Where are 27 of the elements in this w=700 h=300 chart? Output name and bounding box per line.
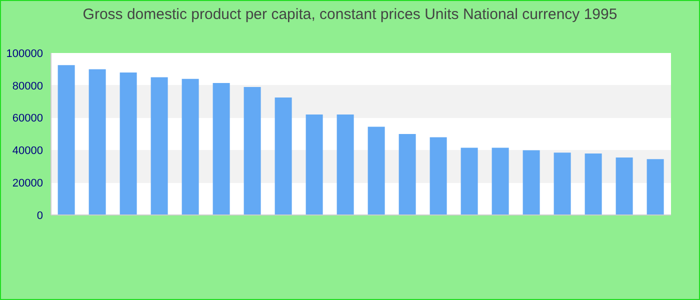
bar	[274, 98, 292, 215]
bar	[398, 134, 416, 215]
bar	[88, 69, 106, 215]
y-tick-label: 0	[36, 210, 43, 222]
chart-title: Gross domestic product per capita, constant prices Units National currency 1995	[82, 5, 618, 25]
bar	[368, 126, 385, 215]
bar	[616, 157, 633, 215]
bar	[182, 78, 199, 215]
bar	[120, 72, 137, 215]
bar	[554, 152, 571, 215]
y-tick-label: 80000	[12, 80, 43, 92]
bar	[244, 87, 261, 215]
bar	[430, 137, 447, 215]
y-tick-label: 60000	[12, 112, 43, 125]
bar	[522, 150, 540, 215]
y-tick-label: 20000	[12, 178, 43, 190]
y-tick-label: 40000	[12, 145, 43, 158]
bar	[58, 65, 75, 215]
bar	[212, 82, 230, 215]
bar	[336, 114, 354, 215]
bar	[306, 114, 323, 215]
bar	[492, 148, 509, 215]
bar	[646, 159, 664, 215]
bar	[150, 77, 168, 215]
bar	[584, 153, 602, 215]
bar	[460, 148, 478, 215]
y-tick-label: 100000	[6, 48, 43, 60]
